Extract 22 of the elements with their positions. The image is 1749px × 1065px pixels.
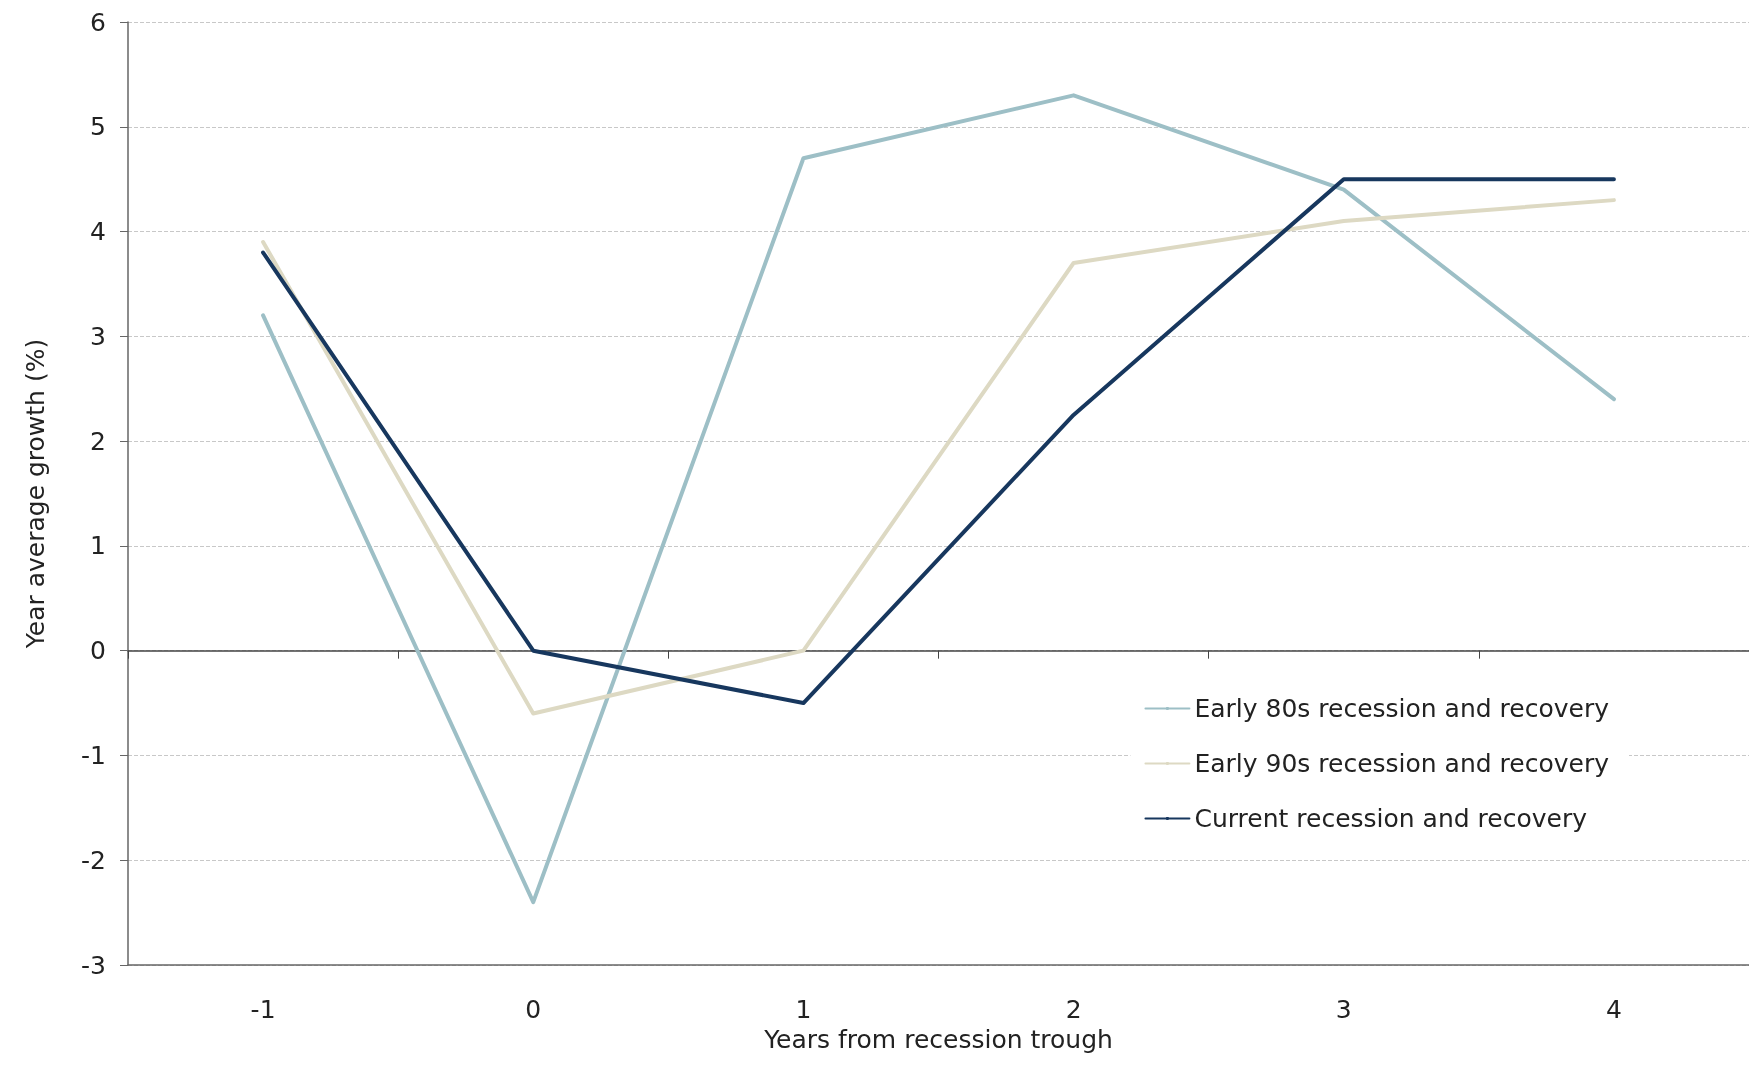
x-tick-label: 0 <box>525 995 542 1024</box>
legend-label: Early 90s recession and recovery <box>1194 749 1610 778</box>
y-tick-label: 3 <box>90 321 106 351</box>
y-tick-label: 4 <box>90 217 106 247</box>
y-axis-title: Year average growth (%) <box>21 338 50 650</box>
x-tick-label: 1 <box>795 995 812 1024</box>
y-tick-label: 2 <box>90 426 106 456</box>
x-tick-label: 4 <box>1605 995 1622 1024</box>
x-tick-label: 2 <box>1065 995 1082 1024</box>
x-axis-title: Years from recession trough <box>763 1025 1113 1054</box>
y-tick-label: -2 <box>81 845 106 875</box>
x-tick-label: -1 <box>250 995 276 1024</box>
y-tick-label: 5 <box>90 112 106 142</box>
legend-label: Current recession and recovery <box>1194 804 1588 833</box>
y-tick-label: -3 <box>81 950 106 980</box>
y-tick-label: 1 <box>90 531 106 561</box>
line-series <box>261 93 1616 905</box>
y-tick-label: -1 <box>81 740 106 770</box>
y-tick-label: 6 <box>90 7 106 37</box>
x-tick-label: 3 <box>1335 995 1352 1024</box>
y-tick-label: 0 <box>90 636 106 666</box>
legend-label: Early 80s recession and recovery <box>1194 694 1610 723</box>
